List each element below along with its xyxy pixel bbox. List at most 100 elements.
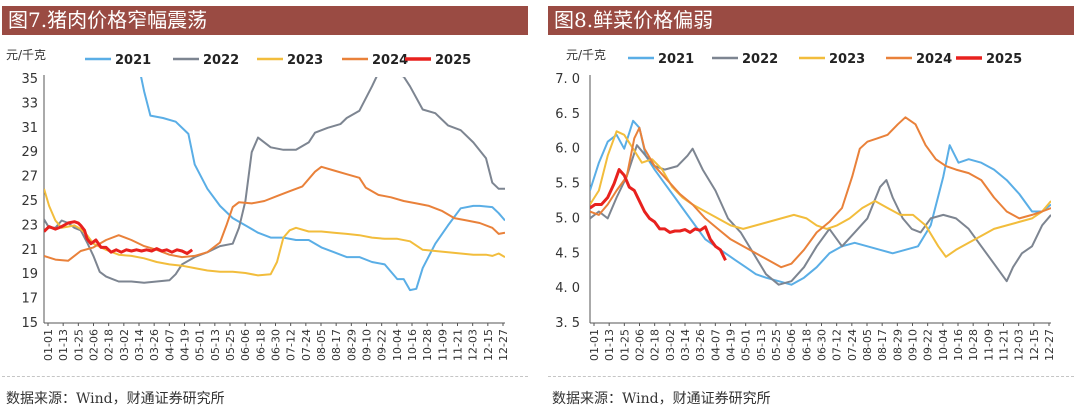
x-tick-label: 12-27 (1043, 329, 1056, 361)
y-tick-label: 17 (21, 292, 38, 307)
legend-label-2022: 2022 (742, 52, 778, 67)
y-tick-label: 4. 5 (555, 246, 580, 261)
x-tick-label: 04-07 (163, 329, 176, 361)
x-tick-label: 12-15 (482, 329, 495, 361)
x-tick-label: 07-12 (285, 329, 298, 361)
x-tick-label: 09-10 (361, 329, 374, 361)
y-tick-label: 35 (21, 72, 38, 87)
x-tick-label: 02-18 (649, 329, 662, 361)
chart-svg: 元/千克 3. 5 4. 0 4. 5 5. 0 5. 5 6. 0 6. 5 7. 0 01-0… (555, 48, 1056, 361)
x-tick-label: 10-16 (406, 329, 419, 361)
legend-label-2022: 2022 (203, 53, 239, 68)
x-tick-label: 12-15 (1028, 329, 1041, 361)
y-tick-label: 5. 0 (555, 211, 580, 226)
x-tick-label: 10-28 (421, 329, 434, 361)
x-tick-label: 06-06 (239, 329, 252, 361)
x-tick-label: 04-19 (725, 329, 738, 361)
x-tick-label: 05-01 (194, 329, 207, 361)
x-tick-label: 10-16 (952, 329, 965, 361)
series-line-2023 (590, 130, 1051, 258)
series-line-2024 (590, 116, 1051, 269)
divider (2, 376, 528, 377)
x-tick-label: 09-22 (376, 329, 389, 361)
legend-label-2025: 2025 (986, 52, 1022, 67)
y-tick-label: 3. 5 (555, 316, 580, 331)
x-tick-label: 08-29 (891, 329, 904, 361)
y-tick-label: 15 (21, 316, 38, 331)
y-axis-unit-label: 元/千克 (6, 48, 46, 62)
series-line-2022 (44, 77, 505, 284)
divider (548, 376, 1074, 377)
y-tick-label: 33 (21, 96, 38, 111)
x-tick-label: 06-30 (270, 329, 283, 361)
x-tick-label: 01-13 (603, 329, 616, 361)
series-line-2024 (44, 165, 505, 262)
x-tick-label: 08-05 (315, 329, 328, 361)
source-note: 数据来源：Wind，财通证券研究所 (6, 391, 225, 407)
legend-label-2025: 2025 (435, 53, 471, 68)
source-note: 数据来源：Wind，财通证券研究所 (552, 391, 771, 407)
y-tick-label: 31 (21, 121, 38, 136)
x-tick-label: 10-04 (937, 329, 950, 361)
x-tick-label: 05-13 (755, 329, 768, 361)
x-tick-label: 06-18 (800, 329, 813, 361)
x-tick-label: 07-24 (846, 329, 859, 361)
chart-title: 图7.猪肉价格窄幅震荡 (2, 6, 528, 35)
legend-label-2024: 2024 (916, 52, 952, 67)
chart-title: 图8.鲜菜价格偏弱 (548, 6, 1074, 35)
x-tick-label: 09-22 (922, 329, 935, 361)
x-tick-label: 05-01 (740, 329, 753, 361)
x-tick-label: 01-13 (57, 329, 70, 361)
x-tick-label: 11-09 (436, 329, 449, 361)
x-tick-label: 01-25 (72, 329, 85, 361)
x-tick-label: 03-14 (679, 329, 692, 361)
series-line-2023 (44, 188, 505, 277)
series-line-2021 (590, 119, 1051, 286)
x-tick-label: 05-25 (770, 329, 783, 361)
series-line-2025 (44, 220, 194, 255)
series-line-2021 (140, 77, 505, 292)
x-tick-label: 11-21 (452, 329, 465, 361)
y-axis-unit-label: 元/千克 (566, 48, 606, 62)
x-tick-label: 02-06 (634, 329, 647, 361)
x-tick-label: 01-25 (618, 329, 631, 361)
x-tick-label: 06-30 (816, 329, 829, 361)
x-tick-label: 04-19 (179, 329, 192, 361)
chart-panel-vegetables: 图8.鲜菜价格偏弱 元/千克 3. 5 4. 0 4. 5 5. 0 5. 5 6. 0 6.… (546, 0, 1074, 417)
legend-label-2024: 2024 (372, 53, 408, 68)
x-tick-label: 03-02 (118, 329, 131, 361)
x-tick-label: 03-02 (664, 329, 677, 361)
y-tick-label: 4. 0 (555, 281, 580, 296)
x-tick-label: 03-26 (148, 329, 161, 361)
x-tick-label: 12-03 (1013, 329, 1026, 361)
chart-svg: 元/千克 15 17 19 21 23 25 27 29 31 33 35 01-01 01-13 01-2… (6, 48, 510, 361)
x-tick-label: 07-24 (300, 329, 313, 361)
x-tick-label: 03-14 (133, 329, 146, 361)
legend-label-2023: 2023 (287, 53, 323, 68)
x-tick-label: 06-06 (785, 329, 798, 361)
y-tick-label: 21 (21, 243, 38, 258)
legend-label-2023: 2023 (829, 52, 865, 67)
x-tick-label: 10-04 (391, 329, 404, 361)
x-tick-label: 12-27 (497, 329, 510, 361)
x-tick-label: 10-28 (967, 329, 980, 361)
x-tick-label: 02-06 (88, 329, 101, 361)
y-tick-label: 23 (21, 218, 38, 233)
x-tick-label: 04-07 (709, 329, 722, 361)
x-tick-label: 08-17 (330, 329, 343, 361)
series-line-2025 (590, 168, 727, 261)
x-tick-label: 01-01 (588, 329, 601, 361)
x-tick-label: 07-12 (831, 329, 844, 361)
y-tick-label: 25 (21, 194, 38, 209)
x-tick-label: 11-21 (998, 329, 1011, 361)
x-tick-label: 08-17 (876, 329, 889, 361)
x-tick-label: 08-05 (861, 329, 874, 361)
x-tick-label: 08-29 (345, 329, 358, 361)
legend-label-2021: 2021 (658, 52, 694, 67)
x-tick-label: 05-25 (224, 329, 237, 361)
y-tick-label: 6. 0 (555, 142, 580, 157)
x-tick-label: 06-18 (254, 329, 267, 361)
x-tick-label: 01-01 (42, 329, 55, 361)
y-tick-label: 29 (21, 145, 38, 160)
y-tick-label: 19 (21, 267, 38, 282)
